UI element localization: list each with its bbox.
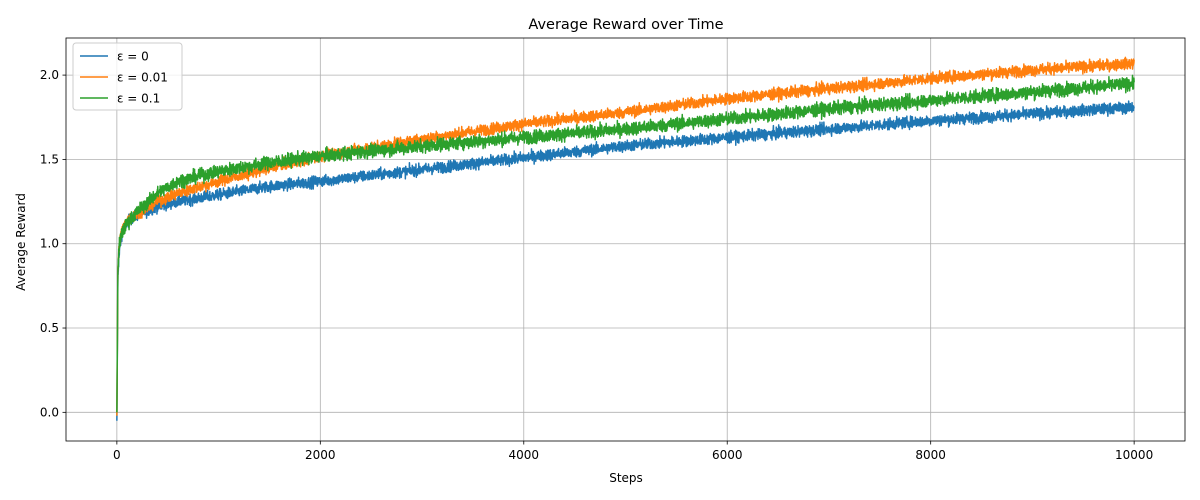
x-tick-label: 6000 <box>712 448 743 462</box>
series-line-1 <box>116 56 1135 416</box>
x-axis-title: Steps <box>609 471 643 485</box>
legend: ε = 0 ε = 0.01 ε = 0.1 <box>72 42 183 111</box>
axis-ticks: 0 2000 4000 6000 8000 10000 0.0 0.5 1.0 1.5 2.0 <box>40 68 1153 462</box>
legend-label: ε = 0.01 <box>117 71 168 85</box>
y-tick-label: 1.5 <box>40 152 59 166</box>
x-tick-label: 8000 <box>915 448 946 462</box>
plot-frame <box>65 37 1186 442</box>
legend-label: ε = 0.1 <box>117 92 160 106</box>
y-tick-label: 1.0 <box>40 237 59 251</box>
legend-label: ε = 0 <box>117 50 149 64</box>
series-line-2 <box>116 74 1135 413</box>
y-axis-title: Average Reward <box>14 193 28 291</box>
chart-title: Average Reward over Time <box>528 17 723 33</box>
x-tick-label: 4000 <box>508 448 539 462</box>
y-tick-label: 0.5 <box>40 321 59 335</box>
series-line-0 <box>116 100 1135 421</box>
x-tick-label: 0 <box>113 448 121 462</box>
x-tick-label: 2000 <box>305 448 336 462</box>
x-tick-label: 10000 <box>1115 448 1153 462</box>
series-lines <box>116 56 1135 421</box>
y-tick-label: 0.0 <box>40 405 59 419</box>
legend-box <box>72 42 183 111</box>
y-tick-label: 2.0 <box>40 68 59 82</box>
